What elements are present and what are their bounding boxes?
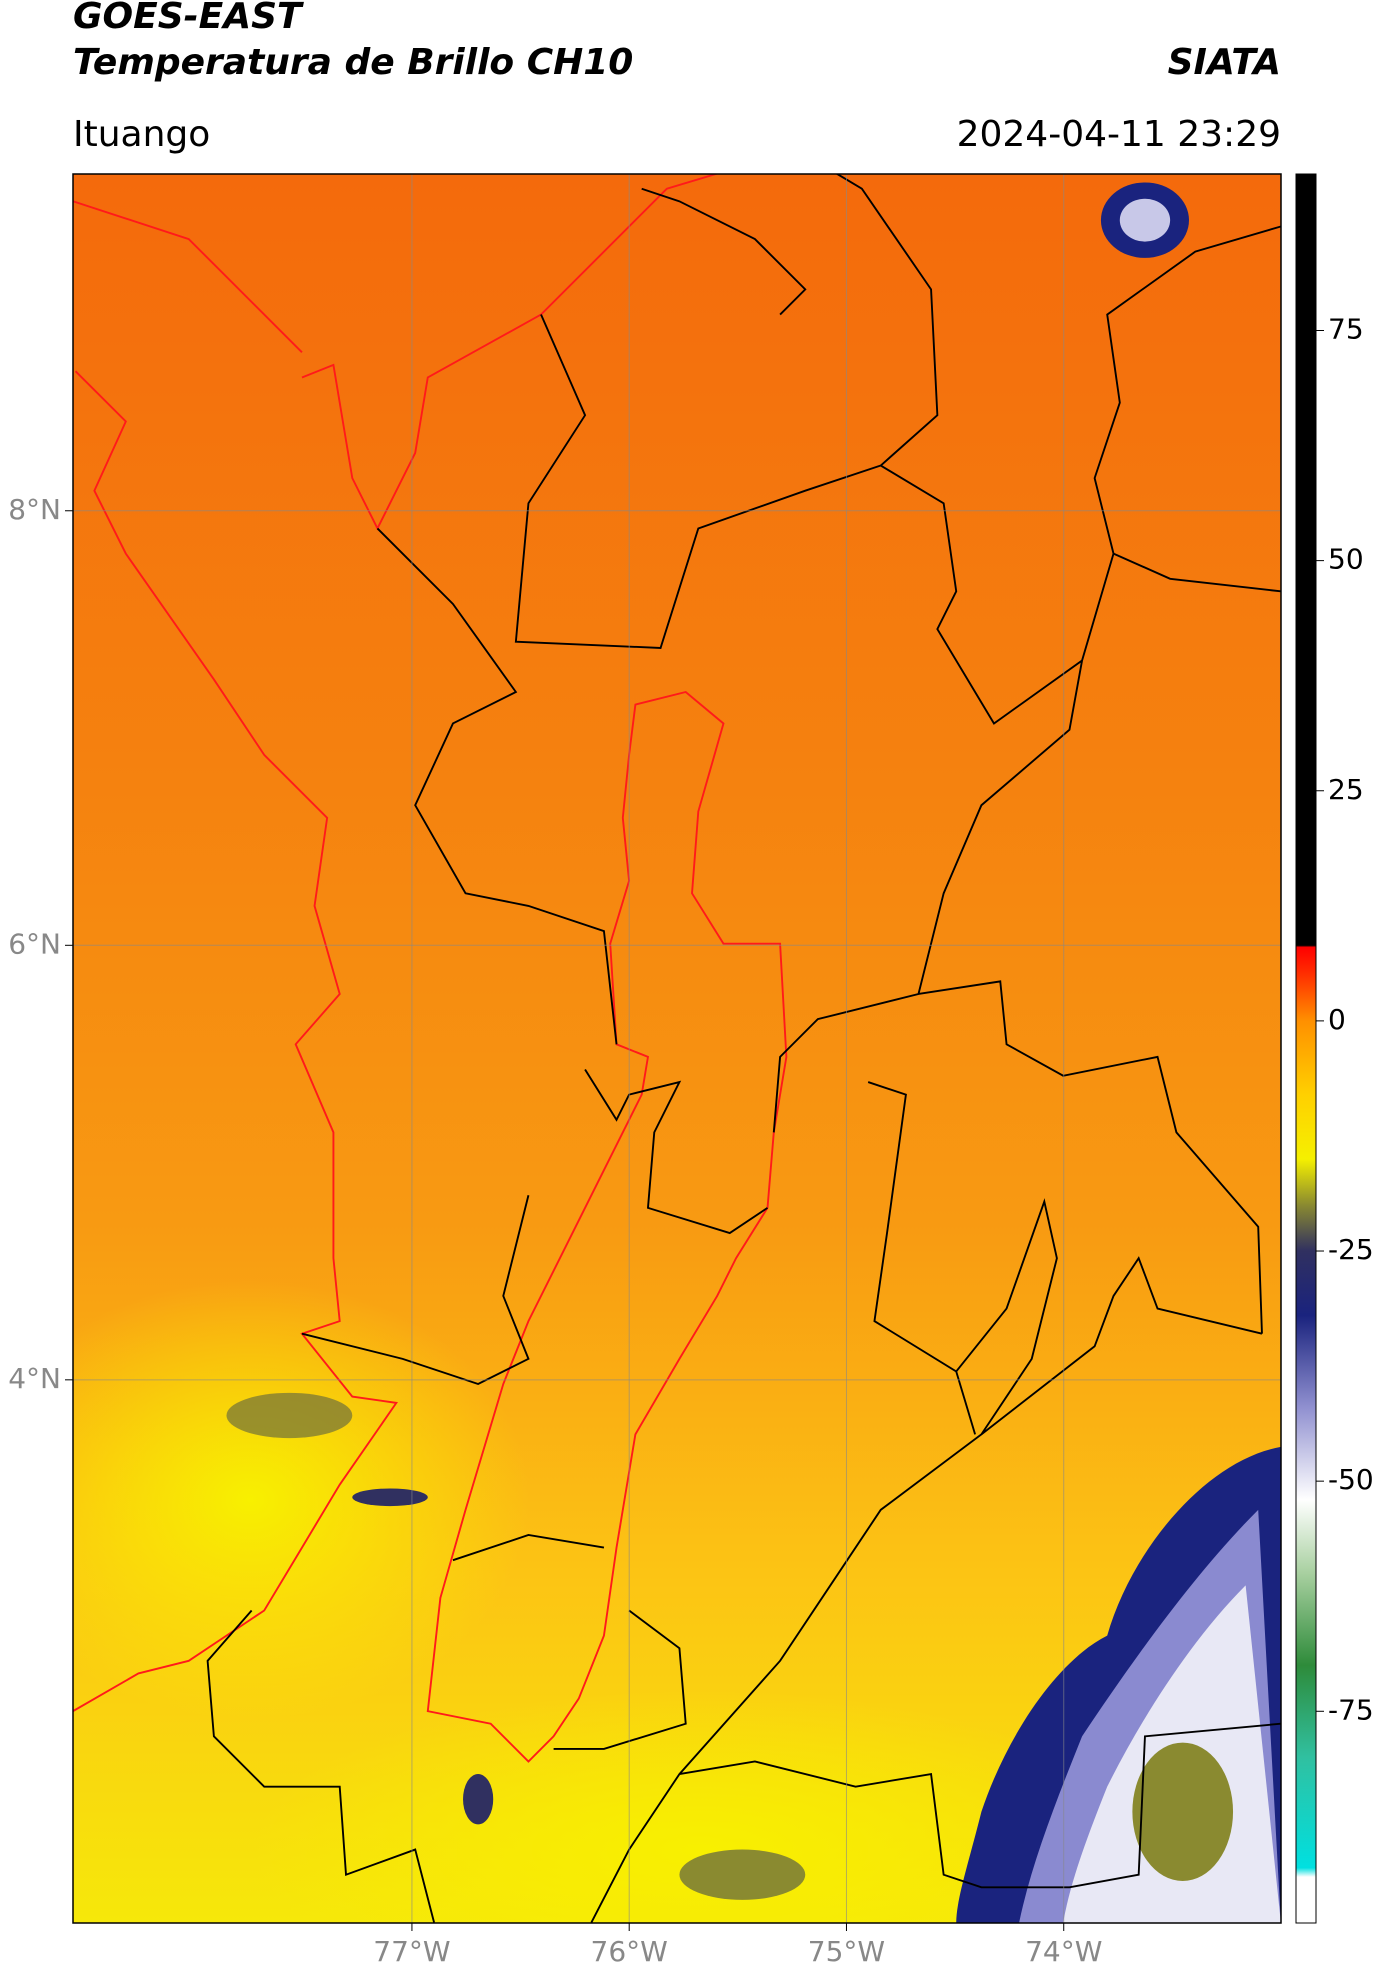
colorbar-tick-label: -50 [1328, 1463, 1374, 1496]
colorbar-tick-label: 0 [1328, 1003, 1346, 1036]
colorbar-tick-label: 75 [1328, 312, 1364, 345]
cloud [226, 1392, 353, 1439]
cloud [352, 1488, 428, 1507]
region: Ituango [73, 114, 210, 155]
cloud [679, 1849, 806, 1900]
map-features [73, 174, 1281, 1923]
x-tick-label: 77°W [373, 1935, 450, 1968]
warm-area [250, 1690, 1150, 1923]
colorbar [1295, 173, 1317, 1924]
title: GOES-EAST [73, 0, 304, 37]
cloud [1119, 198, 1171, 242]
basin-outline [426, 690, 788, 1763]
y-tick-label: 8°N [8, 493, 61, 526]
source: SIATA [1168, 42, 1281, 83]
y-tick-label: 6°N [8, 927, 61, 960]
border [206, 174, 1281, 1923]
subtitle: Temperatura de Brillo CH10 [73, 42, 633, 83]
x-tick-label: 76°W [591, 1935, 668, 1968]
grid [73, 174, 1281, 1923]
y-tick-label: 4°N [8, 1362, 61, 1395]
coastline [73, 370, 398, 1712]
x-tick-label: 74°W [1025, 1935, 1102, 1968]
cloud [1132, 1742, 1234, 1882]
x-tick-label: 75°W [808, 1935, 885, 1968]
map-frame [72, 173, 1282, 1924]
colorbar-tick-label: -75 [1328, 1693, 1374, 1726]
cloud [463, 1774, 494, 1825]
coastline [73, 174, 718, 531]
datetime: 2024-04-11 23:29 [957, 114, 1281, 155]
colorbar-tick-label: 50 [1328, 543, 1364, 576]
colorbar-tick-label: 25 [1328, 773, 1364, 806]
colorbar-tick-label: -25 [1328, 1233, 1374, 1266]
warm-area [73, 1280, 530, 1720]
map [73, 174, 1281, 1923]
